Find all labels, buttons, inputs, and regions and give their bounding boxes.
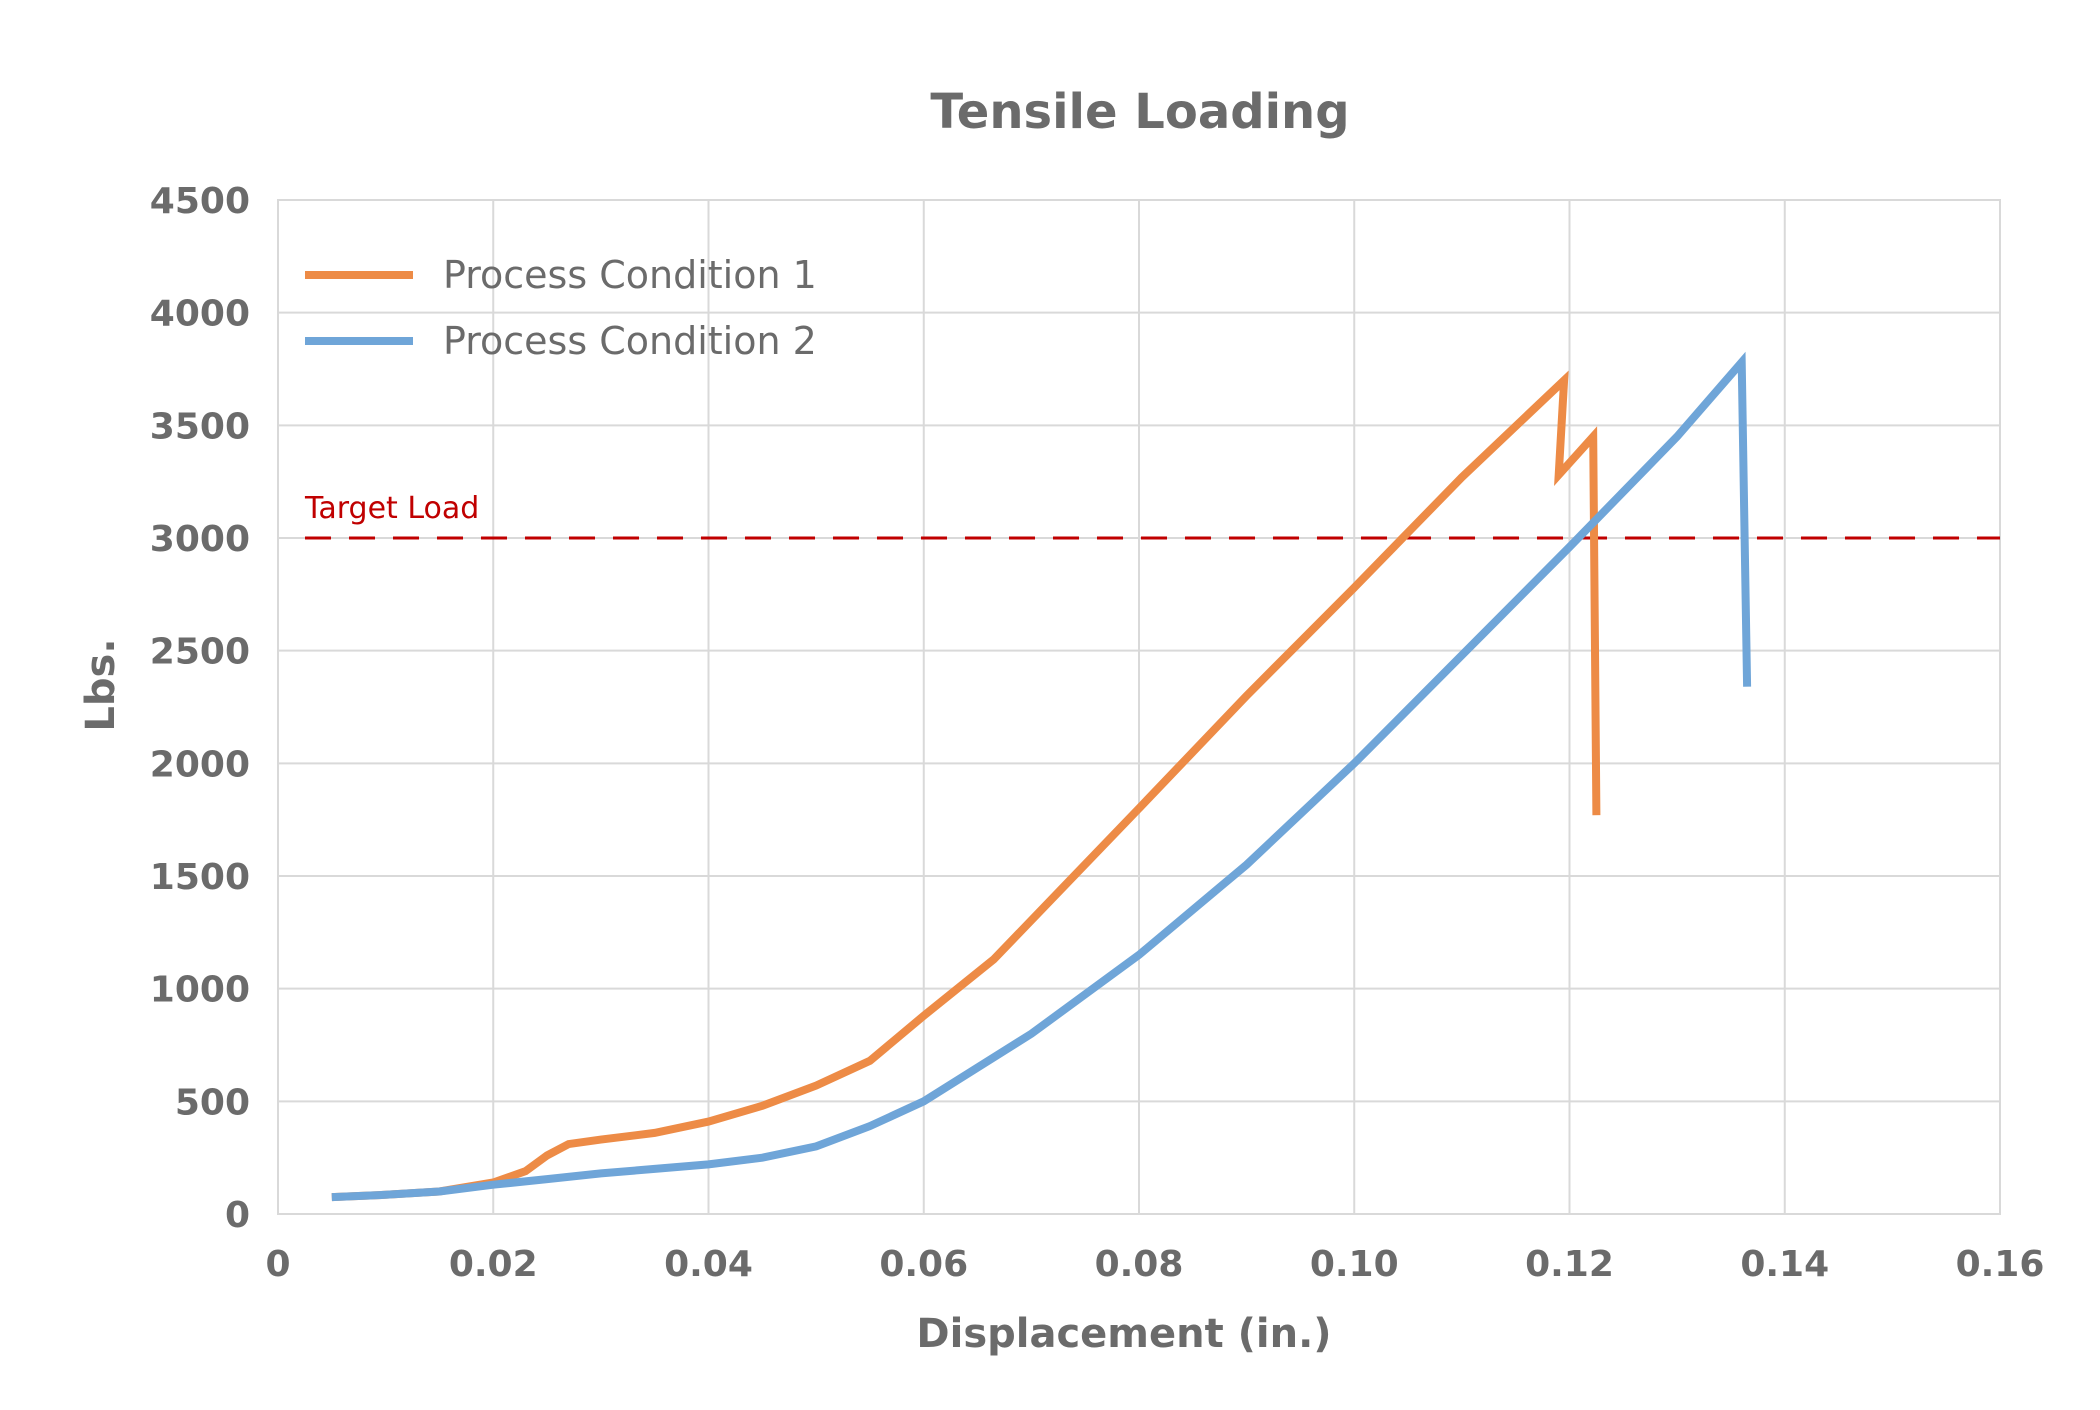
y-tick-label: 1000	[150, 970, 250, 1011]
x-axis-title: Displacement (in.)	[916, 1311, 1331, 1357]
y-tick-label: 3500	[150, 406, 250, 447]
plot-area-border	[277, 199, 2001, 1215]
y-tick-label: 4500	[150, 181, 250, 222]
x-tick-label: 0.02	[449, 1244, 538, 1285]
series-line-1	[331, 370, 1601, 1202]
x-tick-label: 0.08	[1095, 1244, 1184, 1285]
y-tick-label: 0	[225, 1195, 250, 1236]
y-tick-label: 2000	[150, 744, 250, 785]
y-axis-tick-labels: 0 500 1000 1500 2000 2500 3000 3500 4000 4500	[150, 181, 250, 1236]
y-tick-label: 1500	[150, 857, 250, 898]
x-axis-tick-labels: 0 0.02 0.04 0.06 0.08 0.10 0.12 0.14 0.16	[265, 1244, 2044, 1285]
y-axis-title: Lbs.	[78, 638, 124, 731]
y-tick-label: 3000	[150, 519, 250, 560]
x-tick-label: 0.14	[1740, 1244, 1829, 1285]
legend-label-2: Process Condition 2	[443, 319, 817, 363]
x-tick-label: 0.04	[664, 1244, 753, 1285]
chart-title: Tensile Loading	[930, 84, 1349, 140]
legend-label-1: Process Condition 1	[443, 253, 817, 297]
target-load-label: Target Load	[304, 491, 479, 526]
series-lines	[331, 351, 1752, 1202]
x-tick-label: 0.12	[1525, 1244, 1614, 1285]
y-tick-label: 500	[175, 1082, 250, 1123]
x-tick-label: 0.06	[879, 1244, 968, 1285]
gridlines	[277, 199, 2001, 1215]
legend: Process Condition 1 Process Condition 2	[305, 253, 817, 363]
series-line-2	[331, 351, 1752, 1202]
x-tick-label: 0.16	[1956, 1244, 2045, 1285]
target-load-reference: Target Load	[304, 491, 2000, 540]
y-tick-label: 2500	[150, 632, 250, 673]
x-tick-label: 0	[265, 1244, 290, 1285]
y-tick-label: 4000	[150, 294, 250, 335]
x-tick-label: 0.10	[1310, 1244, 1399, 1285]
